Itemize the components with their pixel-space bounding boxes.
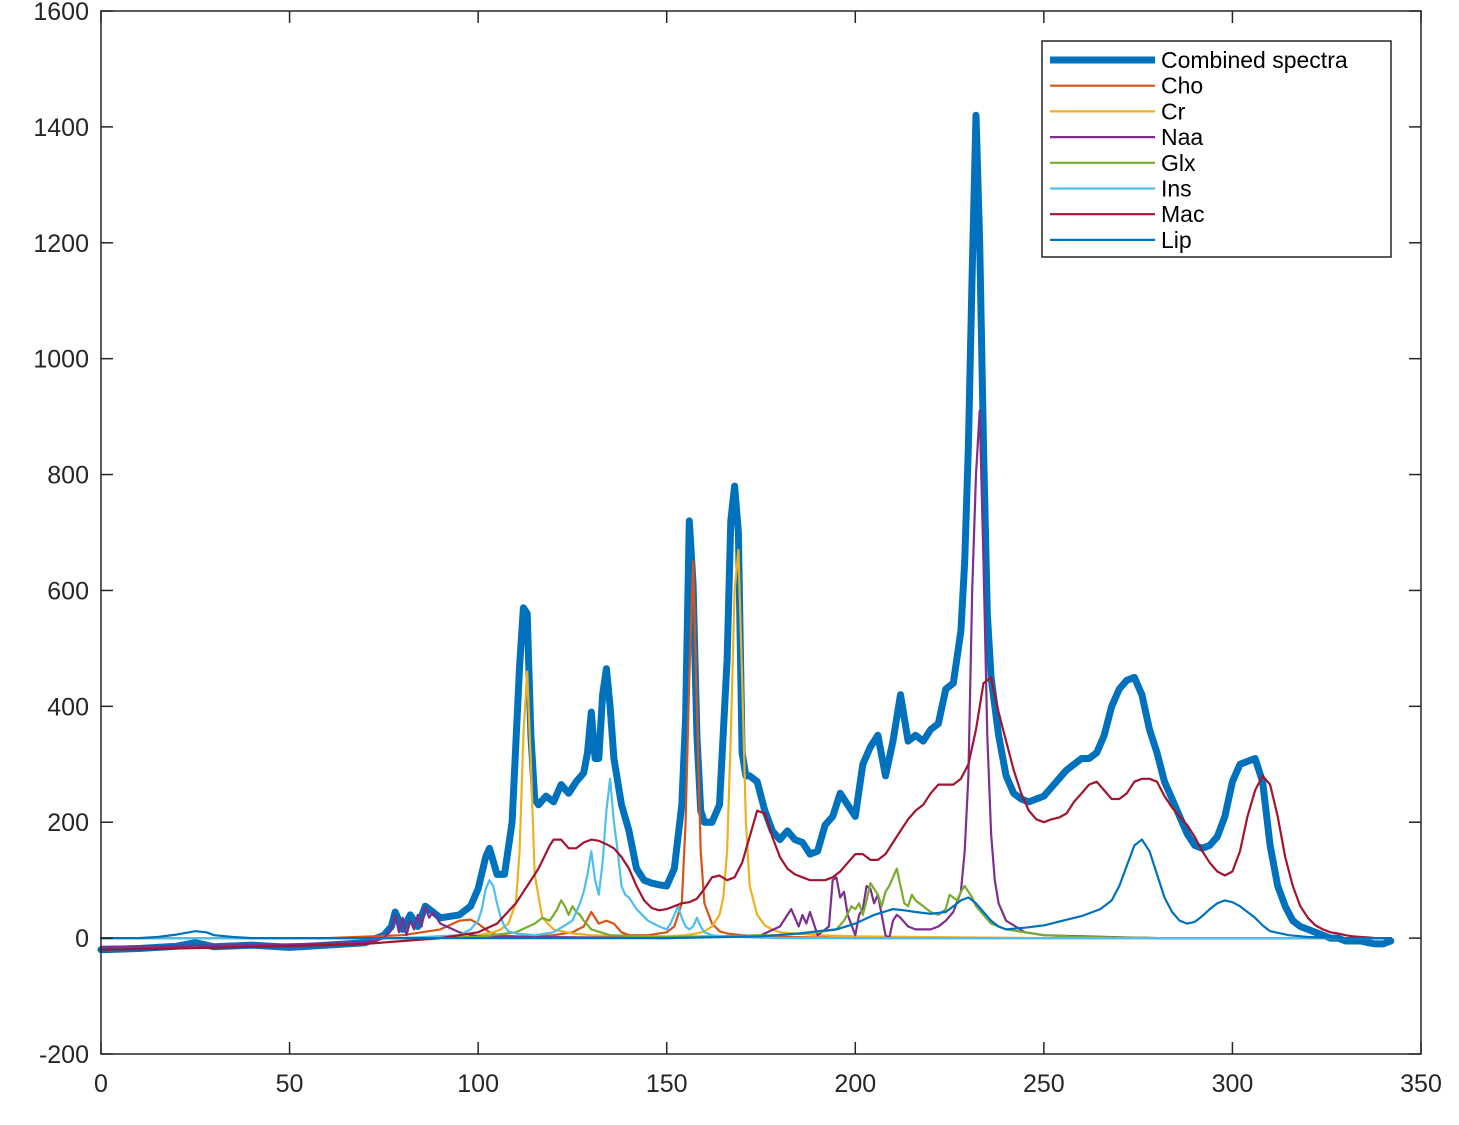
y-tick-label: 1600 [33, 0, 89, 26]
x-tick-label: 350 [1400, 1070, 1442, 1098]
series-line-mac [99, 676, 1392, 951]
x-tick-label: 150 [646, 1070, 688, 1098]
legend-label-cho: Cho [1161, 73, 1203, 99]
legend-label-ins: Ins [1161, 176, 1192, 202]
legend-label-mac: Mac [1161, 201, 1204, 227]
y-tick-label: 1200 [33, 230, 89, 258]
legend-label-naa: Naa [1161, 124, 1203, 150]
series-line-combined-spectra [97, 111, 1395, 954]
x-tick-label: 100 [457, 1070, 499, 1098]
y-tick-label: 1000 [33, 346, 89, 374]
y-tick-label: 1400 [33, 114, 89, 142]
y-tick-label: 400 [47, 693, 89, 721]
series-line-naa [99, 409, 1392, 948]
x-tick-label: 200 [834, 1070, 876, 1098]
series-line-glx [99, 867, 1392, 940]
x-tick-label: 0 [94, 1070, 108, 1098]
legend-label-combined-spectra: Combined spectra [1161, 47, 1348, 73]
axes-box [100, 10, 1422, 1055]
series-layer [97, 111, 1395, 954]
x-tick-label: 300 [1212, 1070, 1254, 1098]
y-tick-label: 600 [47, 577, 89, 605]
legend-label-lip: Lip [1161, 227, 1192, 253]
legend-label-glx: Glx [1161, 150, 1196, 176]
x-tick-label: 50 [276, 1070, 304, 1098]
x-tick-label: 250 [1023, 1070, 1065, 1098]
ticks-layer: 0 50 100 150 200 250 300 350-200020040060080010… [33, 0, 1441, 1098]
y-tick-label: 800 [47, 462, 89, 490]
series-line-lip [99, 838, 1392, 940]
legend-label-cr: Cr [1161, 98, 1186, 124]
y-tick-label: 200 [47, 809, 89, 837]
legend-box [1041, 40, 1392, 258]
y-tick-label: -200 [39, 1041, 89, 1069]
series-line-cr [99, 548, 1392, 940]
y-tick-label: 0 [75, 925, 89, 953]
series-line-ins [99, 777, 1392, 940]
